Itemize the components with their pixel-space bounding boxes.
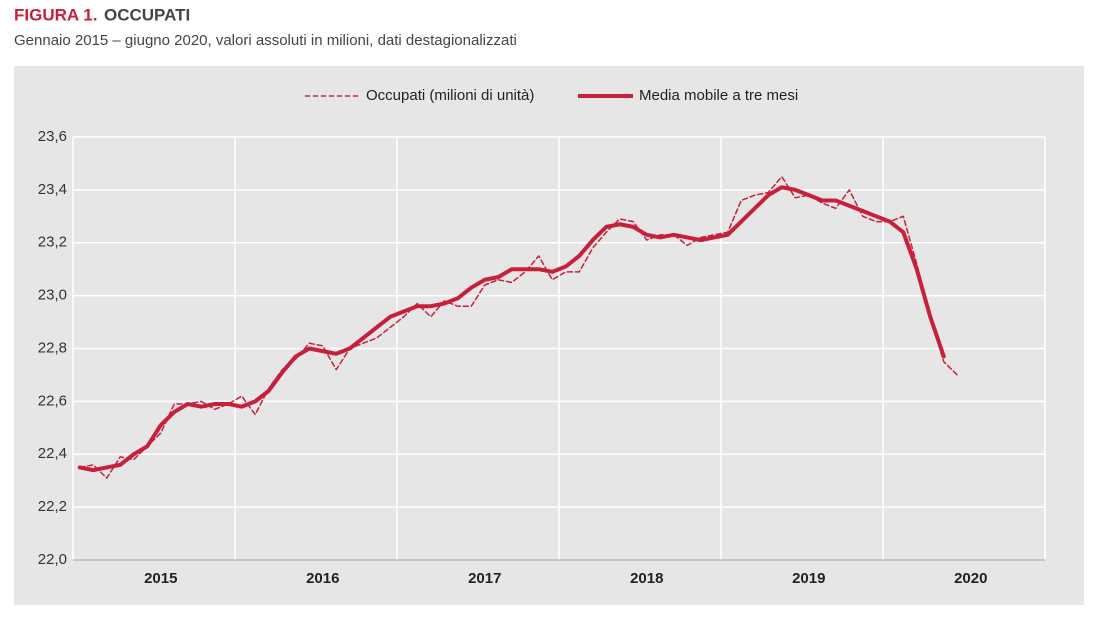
chart-subtitle: Gennaio 2015 – giugno 2020, valori assol…	[14, 32, 517, 49]
chart-title: OCCUPATI	[104, 5, 190, 24]
series-line	[77, 185, 946, 473]
y-tick-label: 22,6	[38, 392, 67, 409]
legend-label: Occupati (milioni di unità)	[366, 87, 534, 104]
y-tick-label: 22,4	[38, 445, 67, 462]
x-tick-label: 2018	[630, 570, 663, 587]
legend-label: Media mobile a tre mesi	[639, 87, 798, 104]
y-tick-label: 23,6	[38, 128, 67, 145]
x-tick-label: 2019	[792, 570, 825, 587]
x-tick-label: 2015	[144, 570, 177, 587]
plot-background	[14, 66, 1084, 605]
y-tick-label: 22,2	[38, 498, 67, 515]
figure-label: FIGURA 1.	[14, 5, 97, 24]
x-tick-label: 2020	[954, 570, 987, 587]
y-tick-label: 22,8	[38, 339, 67, 356]
y-tick-label: 22,0	[38, 551, 67, 568]
x-tick-label: 2016	[306, 570, 339, 587]
y-tick-label: 23,0	[38, 287, 67, 304]
y-tick-label: 23,2	[38, 234, 67, 251]
x-tick-label: 2017	[468, 570, 501, 587]
y-tick-label: 23,4	[38, 181, 67, 198]
